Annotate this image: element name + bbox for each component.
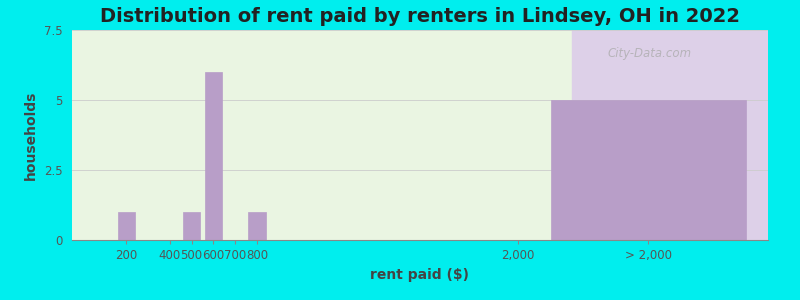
Bar — [248, 212, 266, 240]
X-axis label: rent paid ($): rent paid ($) — [370, 268, 470, 282]
Bar — [205, 72, 222, 240]
Bar — [118, 212, 135, 240]
Bar — [572, 30, 768, 240]
Title: Distribution of rent paid by renters in Lindsey, OH in 2022: Distribution of rent paid by renters in … — [100, 7, 740, 26]
Bar — [183, 212, 200, 240]
Text: City-Data.com: City-Data.com — [608, 47, 692, 60]
Bar — [550, 100, 746, 240]
Y-axis label: households: households — [24, 90, 38, 180]
